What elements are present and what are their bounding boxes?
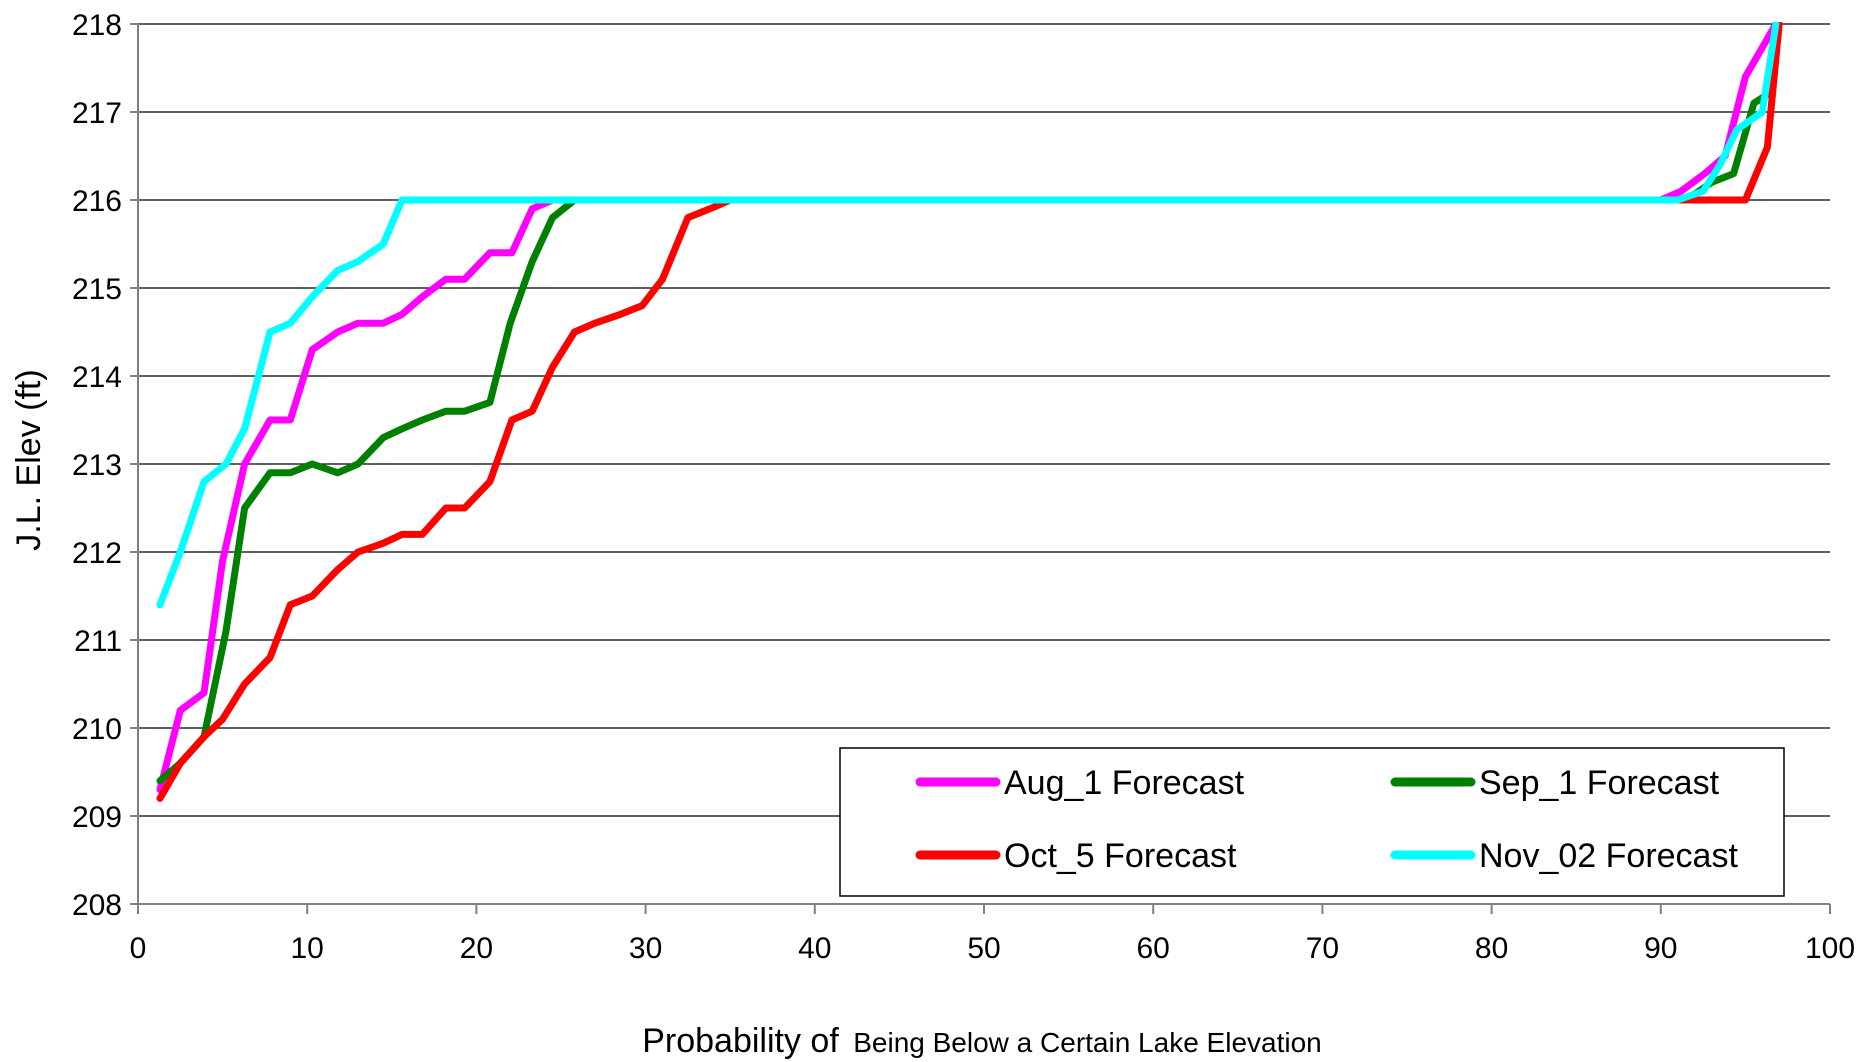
x-axis-title-main: Probability of xyxy=(642,1022,839,1060)
y-tick-label: 208 xyxy=(72,889,122,922)
y-tick-label: 217 xyxy=(72,97,122,130)
x-tick-label: 30 xyxy=(629,932,662,965)
legend: Aug_1 Forecast Sep_1 Forecast Oct_5 Foreca… xyxy=(839,747,1785,897)
legend-box xyxy=(839,747,1785,897)
plot-series xyxy=(156,22,1783,802)
x-tick-label: 50 xyxy=(967,932,1000,965)
series-line-2 xyxy=(156,22,1780,785)
gridlines xyxy=(138,23,1830,817)
y-tick-label: 212 xyxy=(72,537,122,570)
x-tick-label: 90 xyxy=(1644,932,1677,965)
series-line-1 xyxy=(156,22,1780,794)
legend-label-4: Nov_02 Forecast xyxy=(1479,837,1738,875)
legend-label-3: Oct_5 Forecast xyxy=(1004,837,1237,875)
y-tick-label: 209 xyxy=(72,801,122,834)
y-tick-label: 211 xyxy=(74,625,122,658)
axes xyxy=(130,23,1831,914)
x-tick-label: 40 xyxy=(798,932,831,965)
x-tick-label: 100 xyxy=(1805,932,1855,965)
x-tick-label: 20 xyxy=(460,932,493,965)
x-tick-label: 70 xyxy=(1306,932,1339,965)
x-tick-label: 0 xyxy=(130,932,147,965)
series-line-4 xyxy=(156,22,1780,609)
legend-label-1: Aug_1 Forecast xyxy=(1004,764,1245,802)
x-axis-title: Probability of Being Below a Certain Lak… xyxy=(642,1022,1322,1060)
tick-labels: 208 209 210 211 212 213 214 215 216 217 218 0 10 20 30… xyxy=(72,9,1855,965)
y-tick-label: 210 xyxy=(72,713,122,746)
x-axis-title-sub: Being Below a Certain Lake Elevation xyxy=(853,1027,1322,1058)
y-tick-label: 214 xyxy=(72,361,122,394)
y-tick-label: 218 xyxy=(72,9,122,42)
x-tick-label: 80 xyxy=(1475,932,1508,965)
legend-label-2: Sep_1 Forecast xyxy=(1479,764,1720,802)
y-tick-label: 213 xyxy=(72,449,122,482)
y-tick-label: 216 xyxy=(72,185,122,218)
y-axis-title: J.L. Elev (ft) xyxy=(10,369,48,550)
x-tick-label: 10 xyxy=(291,932,324,965)
y-tick-label: 215 xyxy=(72,273,122,306)
series-line-3 xyxy=(156,22,1783,802)
x-tick-label: 60 xyxy=(1137,932,1170,965)
